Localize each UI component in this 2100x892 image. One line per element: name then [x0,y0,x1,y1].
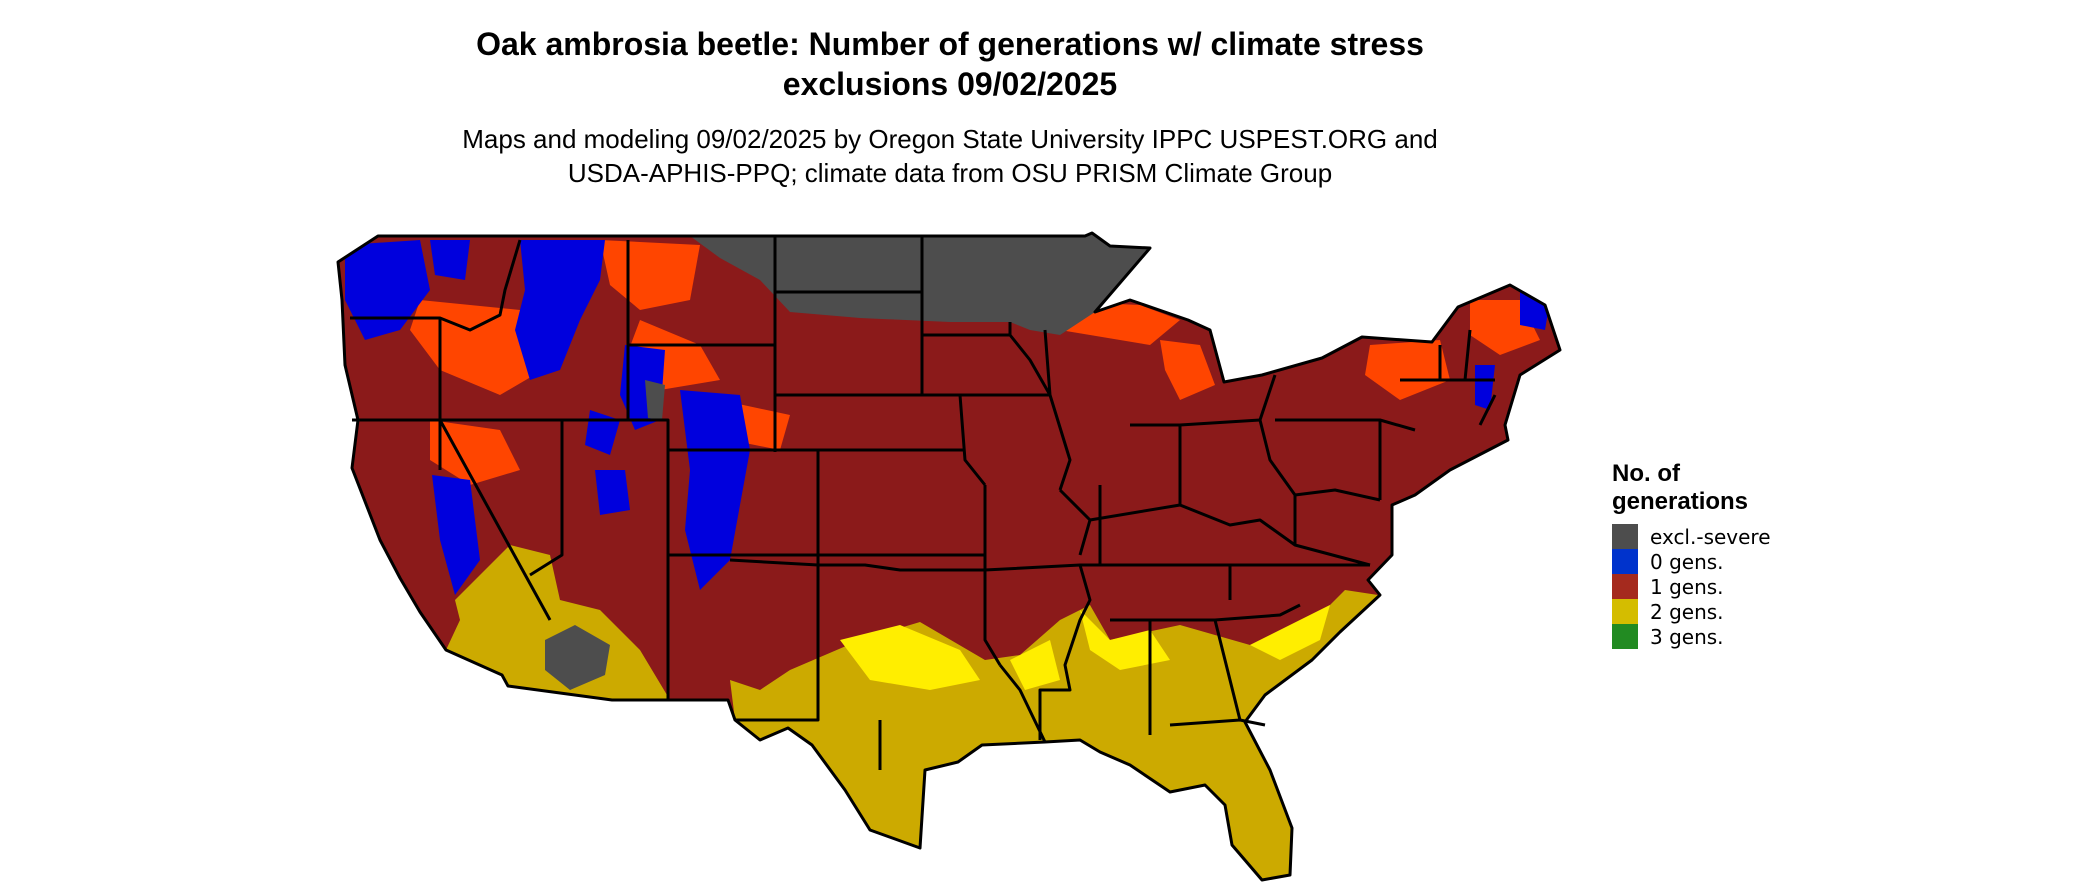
excluded-southwest-region [545,625,610,690]
legend-title-line2: generations [1612,488,1749,515]
legend-swatch [1612,549,1638,574]
two-gen-southwest-region [446,545,670,700]
us-generations-map [336,231,1562,882]
map-subtitle-line1: Maps and modeling 09/02/2025 by Oregon S… [462,124,1438,154]
legend-swatch [1612,599,1638,624]
legend-item-1-gens: 1 gens. [1612,574,1771,599]
legend: No. of generations excl.-severe 0 gens. … [1612,460,1771,649]
two-gen-bright-areas [840,605,1330,690]
legend-swatch [1612,524,1638,549]
zero-gen-areas [345,240,1550,595]
legend-swatch [1612,574,1638,599]
legend-item-2-gens: 2 gens. [1612,599,1771,624]
state-borders [336,231,1562,882]
excluded-utah-patch [645,380,665,420]
legend-item-excluded: excl.-severe [1612,524,1771,549]
legend-title-line1: No. of [1612,460,1680,487]
map-subtitle: Maps and modeling 09/02/2025 by Oregon S… [0,122,1900,190]
us-outline [336,231,1562,882]
excluded-north-region [690,233,1150,335]
legend-label: excl.-severe [1650,524,1771,549]
legend-item-0-gens: 0 gens. [1612,549,1771,574]
map-title: Oak ambrosia beetle: Number of generatio… [0,24,1900,104]
legend-label: 1 gens. [1650,574,1724,599]
legend-item-3-gens: 3 gens. [1612,624,1771,649]
legend-label: 2 gens. [1650,599,1724,624]
map-title-line1: Oak ambrosia beetle: Number of generatio… [476,26,1424,62]
legend-label: 3 gens. [1650,624,1724,649]
legend-title: No. of generations [1612,460,1771,516]
legend-label: 0 gens. [1650,549,1724,574]
map-subtitle-line2: USDA-APHIS-PPQ; climate data from OSU PR… [567,158,1333,188]
map-title-line2: exclusions 09/02/2025 [782,66,1118,102]
legend-swatch [1612,624,1638,649]
